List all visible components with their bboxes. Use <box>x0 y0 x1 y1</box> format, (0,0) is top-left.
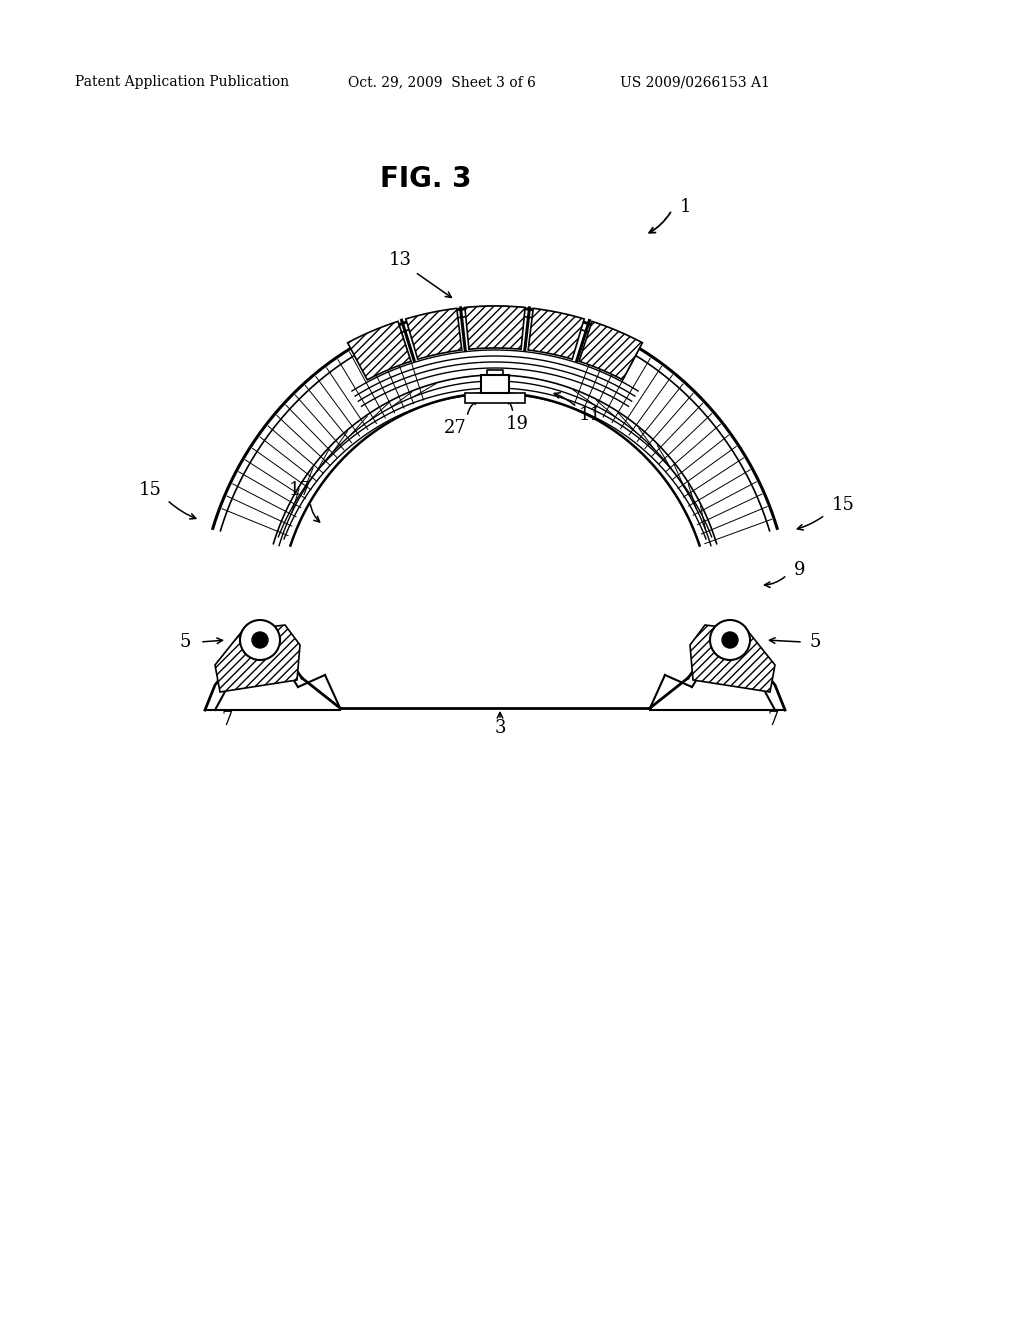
Polygon shape <box>690 624 775 692</box>
Bar <box>481 375 509 393</box>
Text: FIG. 3: FIG. 3 <box>380 165 471 193</box>
Text: 11: 11 <box>579 407 601 424</box>
Circle shape <box>722 632 738 648</box>
Text: 3: 3 <box>495 719 506 737</box>
Circle shape <box>252 632 268 648</box>
Text: 27: 27 <box>443 418 466 437</box>
Bar <box>465 393 525 403</box>
Polygon shape <box>215 624 300 692</box>
Text: 19: 19 <box>506 414 528 433</box>
Text: 7: 7 <box>767 711 778 729</box>
Text: US 2009/0266153 A1: US 2009/0266153 A1 <box>620 75 770 88</box>
Text: 7: 7 <box>221 711 232 729</box>
Circle shape <box>710 620 750 660</box>
Text: 15: 15 <box>831 496 854 513</box>
Text: Patent Application Publication: Patent Application Publication <box>75 75 289 88</box>
Circle shape <box>240 620 280 660</box>
Text: Oct. 29, 2009  Sheet 3 of 6: Oct. 29, 2009 Sheet 3 of 6 <box>348 75 536 88</box>
Polygon shape <box>347 321 411 380</box>
Polygon shape <box>465 306 525 350</box>
Polygon shape <box>579 321 642 380</box>
Text: 1: 1 <box>680 198 691 216</box>
Text: 17: 17 <box>289 480 311 499</box>
Text: 15: 15 <box>138 480 162 499</box>
Polygon shape <box>406 309 462 359</box>
Text: 5: 5 <box>179 634 190 651</box>
Text: 5: 5 <box>809 634 820 651</box>
Text: 13: 13 <box>388 251 412 269</box>
Text: 9: 9 <box>795 561 806 579</box>
Polygon shape <box>528 309 584 359</box>
